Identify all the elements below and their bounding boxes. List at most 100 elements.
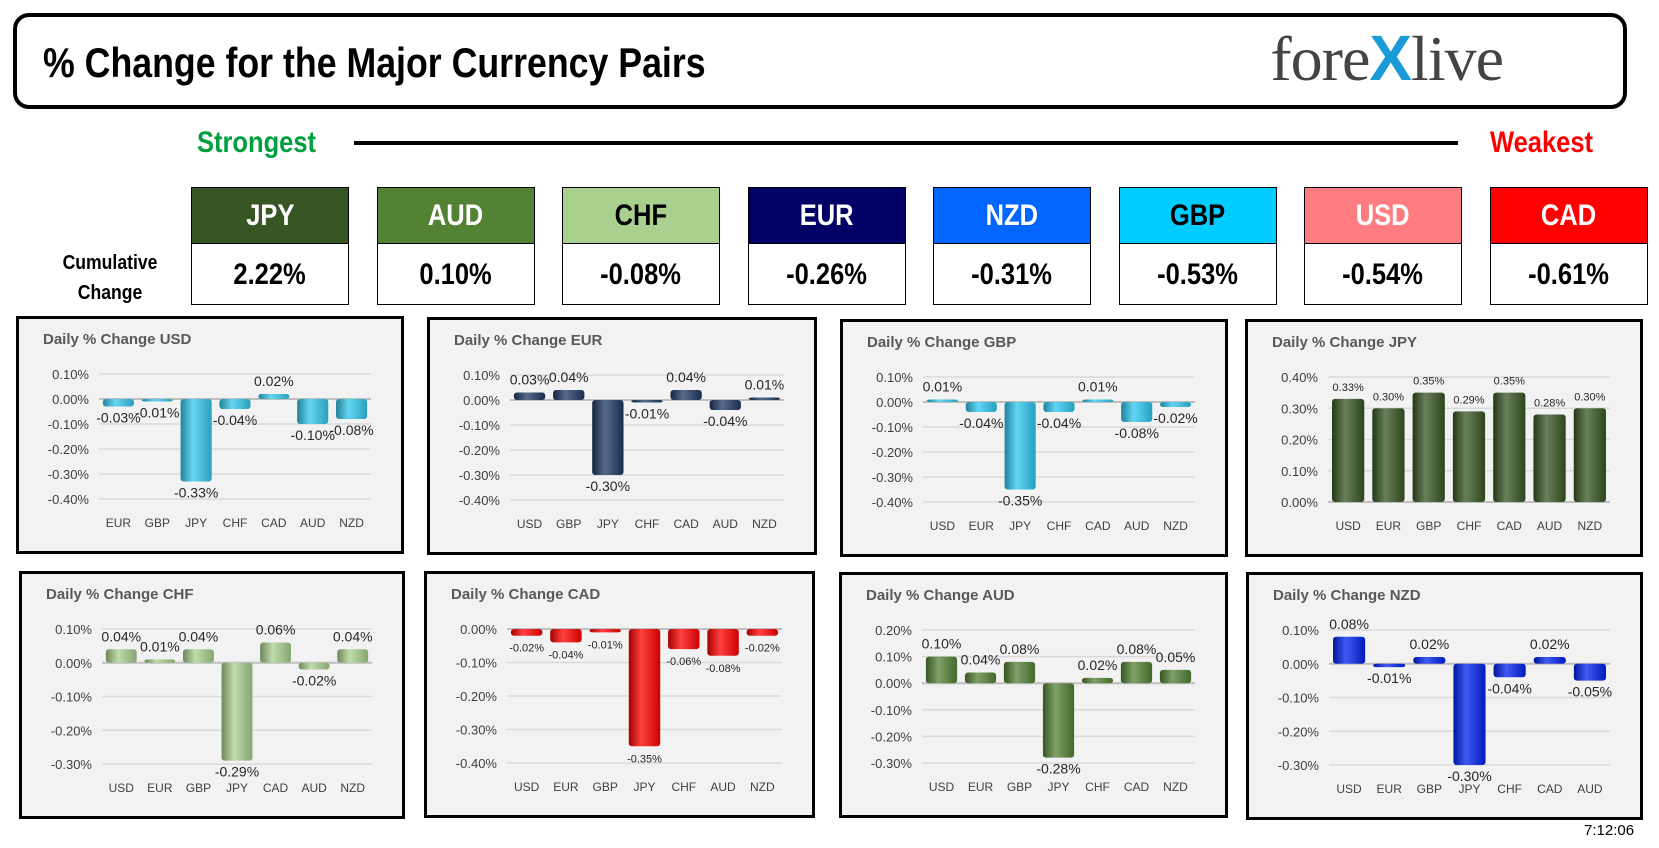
- chart-panel-eur: 0.10% 0.00% -0.10% -0.20% -0.30% -0.40% 0.03% U…: [427, 317, 817, 555]
- y-tick-label: -0.10%: [456, 656, 498, 671]
- bar-eur: [964, 672, 997, 684]
- currency-value-text: -0.31%: [971, 258, 1053, 291]
- x-tick-label: CAD: [1497, 519, 1523, 533]
- chart-title: Daily % Change NZD: [1273, 587, 1421, 604]
- data-label: -0.35%: [627, 753, 662, 765]
- bar-eur: [102, 399, 134, 407]
- y-tick-label: 0.00%: [463, 393, 500, 408]
- data-label: 0.30%: [1574, 391, 1605, 403]
- bar-jpy: [628, 629, 661, 747]
- data-label: -0.04%: [548, 649, 583, 661]
- weakest-label: Weakest: [1490, 126, 1594, 159]
- cumulative-label-line1: Cumulative: [62, 252, 158, 274]
- y-tick-label: 0.30%: [1281, 401, 1318, 416]
- x-tick-label: AUD: [1124, 519, 1150, 533]
- bar-cad: [1533, 657, 1566, 664]
- currency-cumulative-value: -0.08%: [563, 244, 719, 306]
- currency-code: GBP: [1119, 188, 1276, 244]
- data-label: -0.28%: [1036, 761, 1080, 777]
- bar-gbp: [589, 629, 621, 633]
- currency-code-text: EUR: [799, 198, 854, 232]
- chart-panel-jpy: 0.40% 0.30% 0.20% 0.10% 0.00% 0.33% USD 0.30% EU…: [1245, 319, 1643, 557]
- bar-gbp: [183, 649, 214, 663]
- currency-value-text: 2.22%: [233, 258, 307, 291]
- x-tick-label: NZD: [339, 516, 364, 530]
- data-label: 0.05%: [1156, 649, 1196, 665]
- y-tick-label: -0.30%: [872, 470, 914, 485]
- y-tick-label: -0.40%: [872, 495, 914, 510]
- y-tick-label: 0.00%: [876, 395, 913, 410]
- bar-jpy: [180, 399, 212, 482]
- x-tick-label: NZD: [1578, 519, 1603, 533]
- x-tick-label: JPY: [1458, 782, 1480, 796]
- y-tick-label: -0.10%: [48, 417, 90, 432]
- y-tick-label: -0.20%: [51, 723, 93, 738]
- x-tick-label: JPY: [226, 781, 248, 795]
- data-label: -0.30%: [586, 478, 630, 494]
- data-label: -0.02%: [292, 673, 336, 689]
- strongest-label: Strongest: [197, 126, 317, 159]
- currency-cumulative-value: -0.61%: [1491, 244, 1647, 306]
- y-tick-label: 0.10%: [876, 370, 913, 385]
- bar-jpy: [592, 400, 624, 475]
- currency-cumulative-value: -0.53%: [1120, 244, 1276, 306]
- bar-usd: [510, 629, 543, 636]
- currency-code-text: NZD: [985, 198, 1039, 232]
- data-label: -0.35%: [998, 493, 1042, 509]
- bar-aud: [1573, 663, 1606, 681]
- y-tick-label: 0.00%: [1281, 495, 1318, 510]
- timestamp: 7:12:06: [1584, 822, 1635, 839]
- bar-chart: 0.40% 0.30% 0.20% 0.10% 0.00% 0.33% USD 0.30% EU…: [1281, 370, 1610, 533]
- bar-chart: 0.00% -0.10% -0.20% -0.30% -0.40% -0.02% USD -0…: [456, 622, 782, 794]
- data-label: 0.04%: [666, 369, 706, 385]
- y-tick-label: -0.30%: [48, 467, 90, 482]
- y-tick-label: -0.30%: [1278, 758, 1320, 773]
- bar-chart: 0.10% 0.00% -0.10% -0.20% -0.30% 0.08% USD -0.0…: [1278, 616, 1612, 796]
- data-label: -0.08%: [1115, 425, 1159, 441]
- chart-panel-gbp: 0.10% 0.00% -0.10% -0.20% -0.30% -0.40% 0.01% U…: [840, 319, 1228, 557]
- y-tick-label: 0.10%: [55, 622, 92, 637]
- currency-code: JPY: [192, 188, 348, 244]
- bar-usd: [1333, 636, 1366, 664]
- x-tick-label: GBP: [556, 517, 581, 531]
- y-tick-label: 0.20%: [1281, 433, 1318, 448]
- x-tick-label: AUD: [301, 781, 327, 795]
- currency-code: NZD: [934, 188, 1090, 244]
- x-tick-label: CAD: [673, 517, 699, 531]
- cumulative-label-line2: Change: [77, 282, 143, 304]
- y-tick-label: -0.20%: [871, 729, 913, 744]
- data-label: -0.04%: [213, 412, 257, 428]
- data-label: 0.02%: [1078, 657, 1118, 673]
- bar-chf: [1043, 402, 1075, 412]
- x-tick-label: NZD: [1163, 780, 1188, 794]
- x-tick-label: JPY: [633, 780, 655, 794]
- data-label: -0.05%: [1568, 684, 1612, 700]
- currency-code: CAD: [1490, 188, 1647, 244]
- x-tick-label: CHF: [635, 517, 660, 531]
- x-tick-label: USD: [930, 519, 956, 533]
- currency-code-text: GBP: [1169, 198, 1226, 232]
- chart-title: Daily % Change CHF: [46, 586, 194, 603]
- data-label: 0.01%: [745, 377, 785, 393]
- data-label: -0.08%: [706, 663, 741, 675]
- x-tick-label: AUD: [1537, 519, 1563, 533]
- x-tick-label: CAD: [263, 781, 289, 795]
- x-tick-label: EUR: [1376, 519, 1402, 533]
- currency-value-text: 0.10%: [419, 258, 492, 291]
- x-tick-label: CHF: [671, 780, 696, 794]
- y-tick-label: -0.20%: [48, 442, 90, 457]
- currency-code: EUR: [748, 188, 905, 244]
- data-label: 0.06%: [256, 622, 296, 638]
- currency-box-jpy: JPY 2.22%: [191, 187, 349, 305]
- bar-nzd: [1160, 402, 1192, 407]
- chart-title: Daily % Change CAD: [451, 586, 601, 603]
- currency-cumulative-value: -0.26%: [749, 244, 905, 306]
- x-tick-label: CHF: [1085, 780, 1110, 794]
- currency-box-nzd: NZD -0.31%: [933, 187, 1091, 305]
- y-tick-label: -0.10%: [871, 703, 913, 718]
- x-tick-label: CHF: [1047, 519, 1072, 533]
- currency-code: CHF: [563, 188, 719, 244]
- chart-panel-usd: 0.10% 0.00% -0.10% -0.20% -0.30% -0.40% -0.03%…: [16, 316, 404, 554]
- data-label: 0.30%: [1373, 391, 1404, 403]
- currency-code-text: CAD: [1540, 198, 1597, 232]
